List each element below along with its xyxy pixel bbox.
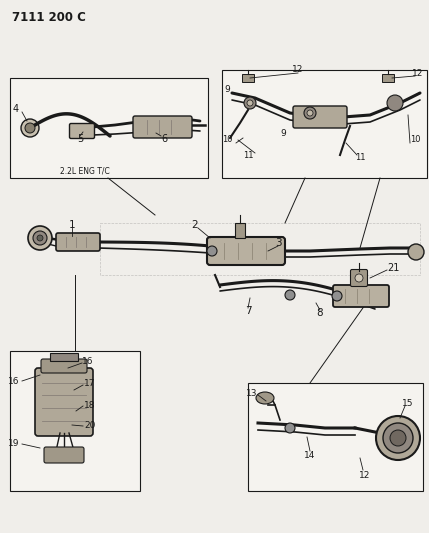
Circle shape — [247, 100, 253, 106]
Text: 10: 10 — [410, 135, 420, 144]
Text: 15: 15 — [402, 399, 414, 408]
FancyBboxPatch shape — [35, 368, 93, 436]
FancyBboxPatch shape — [333, 285, 389, 307]
Text: 2.2L ENG T/C: 2.2L ENG T/C — [60, 166, 110, 175]
Ellipse shape — [256, 392, 274, 404]
Text: 11: 11 — [243, 150, 253, 159]
Circle shape — [408, 244, 424, 260]
Text: 14: 14 — [304, 450, 316, 459]
Text: 12: 12 — [360, 471, 371, 480]
FancyBboxPatch shape — [293, 106, 347, 128]
Text: 2: 2 — [192, 220, 198, 230]
Text: 7: 7 — [245, 306, 251, 316]
Text: 6: 6 — [161, 134, 167, 144]
Circle shape — [304, 107, 316, 119]
Circle shape — [285, 423, 295, 433]
Text: 5: 5 — [77, 134, 83, 144]
Text: 16: 16 — [82, 357, 94, 366]
Circle shape — [390, 430, 406, 446]
Circle shape — [244, 97, 256, 109]
Text: 21: 21 — [387, 263, 399, 273]
Circle shape — [355, 274, 363, 282]
Text: 20: 20 — [85, 421, 96, 430]
Bar — [248, 383, 423, 491]
Circle shape — [387, 95, 403, 111]
Bar — [222, 70, 427, 178]
FancyBboxPatch shape — [350, 270, 368, 287]
Text: 10: 10 — [222, 135, 232, 144]
Circle shape — [28, 226, 52, 250]
Text: 3: 3 — [275, 238, 281, 248]
FancyBboxPatch shape — [56, 233, 100, 251]
Circle shape — [25, 123, 35, 133]
Circle shape — [376, 416, 420, 460]
Text: 11: 11 — [355, 154, 365, 163]
FancyBboxPatch shape — [69, 124, 94, 139]
Circle shape — [207, 246, 217, 256]
Text: 9: 9 — [280, 128, 286, 138]
Circle shape — [21, 119, 39, 137]
Circle shape — [285, 290, 295, 300]
Text: 7111 200 C: 7111 200 C — [12, 11, 86, 24]
Bar — [235, 223, 245, 238]
Text: 9: 9 — [224, 85, 230, 94]
FancyBboxPatch shape — [207, 237, 285, 265]
Circle shape — [307, 110, 313, 116]
Text: 13: 13 — [246, 389, 258, 398]
Circle shape — [383, 423, 413, 453]
Text: 12: 12 — [412, 69, 424, 77]
Circle shape — [37, 235, 43, 241]
Circle shape — [33, 231, 47, 245]
Bar — [242, 74, 254, 82]
FancyBboxPatch shape — [44, 447, 84, 463]
Text: 1: 1 — [69, 220, 76, 230]
Text: 18: 18 — [84, 400, 96, 409]
Text: 19: 19 — [8, 439, 20, 448]
Bar — [382, 74, 394, 82]
Bar — [50, 353, 78, 361]
Text: 12: 12 — [292, 66, 304, 75]
FancyBboxPatch shape — [41, 359, 87, 373]
Circle shape — [332, 291, 342, 301]
Bar — [10, 351, 140, 491]
Text: 4: 4 — [13, 104, 19, 114]
Text: 8: 8 — [317, 308, 323, 318]
Text: 17: 17 — [84, 378, 96, 387]
Bar — [10, 78, 208, 178]
FancyBboxPatch shape — [133, 116, 192, 138]
Text: 16: 16 — [8, 376, 20, 385]
